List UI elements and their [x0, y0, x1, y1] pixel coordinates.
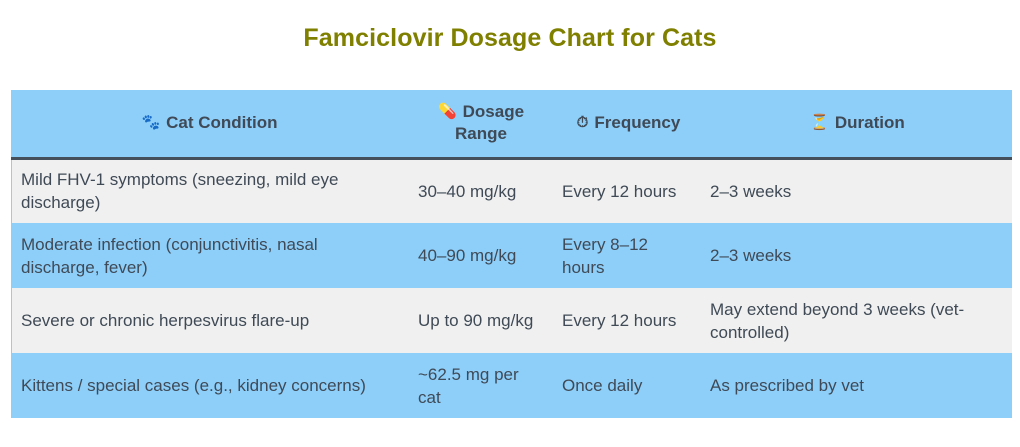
- cell-frequency: Once daily: [562, 376, 643, 395]
- table-row: Moderate infection (conjunctivitis, nasa…: [11, 223, 1012, 288]
- table-body: Mild FHV-1 symptoms (sneezing, mild eye …: [11, 158, 1012, 418]
- table-row: Mild FHV-1 symptoms (sneezing, mild eye …: [11, 158, 1012, 223]
- cell-frequency: Every 12 hours: [562, 181, 677, 201]
- cell-frequency: Every 8–12 hours: [562, 234, 648, 277]
- dosage-table: 🐾 Cat Condition 💊 Dosage Range ⏱ Frequency …: [11, 90, 1012, 418]
- header-dosage-range: 💊 Dosage Range: [408, 90, 554, 160]
- table-header: 🐾 Cat Condition 💊 Dosage Range ⏱ Frequency …: [11, 90, 1012, 160]
- header-row: 🐾 Cat Condition 💊 Dosage Range ⏱ Frequency …: [11, 90, 1012, 160]
- cell-dosage: 40–90 mg/kg: [418, 246, 517, 265]
- paw-prints-icon: 🐾: [141, 114, 161, 132]
- hourglass-icon: ⏳: [810, 114, 829, 132]
- cell-dosage: 30–40 mg/kg: [418, 181, 517, 201]
- cell-frequency: Every 12 hours: [562, 311, 677, 330]
- cell-condition: Moderate infection (conjunctivitis, nasa…: [21, 234, 318, 277]
- header-label: Duration: [834, 113, 905, 133]
- cell-duration: 2–3 weeks: [710, 181, 792, 201]
- stopwatch-icon: ⏱: [576, 114, 589, 132]
- cell-condition: Severe or chronic herpesvirus flare-up: [11, 288, 408, 353]
- header-label: Dosage Range: [455, 102, 525, 144]
- pill-icon: 💊: [437, 103, 457, 121]
- dosage-table-container: 🐾 Cat Condition 💊 Dosage Range ⏱ Frequency …: [11, 90, 1012, 418]
- header-label: Cat Condition: [166, 113, 278, 133]
- cell-condition: Mild FHV-1 symptoms (sneezing, mild eye …: [11, 158, 408, 223]
- cell-dosage: ~62.5 mg per cat: [418, 364, 519, 407]
- cell-condition: Kittens / special cases (e.g., kidney co…: [21, 376, 366, 395]
- cell-dosage: Up to 90 mg/kg: [418, 311, 534, 330]
- header-cat-condition: 🐾 Cat Condition: [11, 90, 408, 160]
- cell-duration: May extend beyond 3 weeks (vet-controlle…: [710, 299, 965, 342]
- cell-duration: 2–3 weeks: [710, 246, 792, 265]
- table-row: Kittens / special cases (e.g., kidney co…: [11, 353, 1012, 418]
- header-label: Frequency: [594, 113, 681, 133]
- header-frequency: ⏱ Frequency: [554, 90, 703, 160]
- header-duration: ⏳ Duration: [703, 90, 1012, 160]
- page-title: Famciclovir Dosage Chart for Cats: [303, 24, 717, 52]
- table-row: Severe or chronic herpesvirus flare-up U…: [11, 288, 1012, 353]
- cell-duration: As prescribed by vet: [710, 376, 865, 395]
